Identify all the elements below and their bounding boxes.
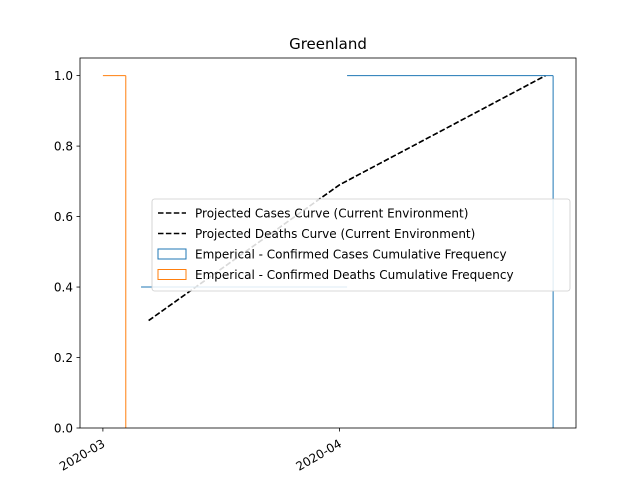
legend-frame [151, 198, 571, 292]
y-tick-label: 0.6 [54, 210, 73, 224]
y-axis: 0.0 0.2 0.4 0.6 0.8 1.0 [54, 69, 80, 435]
y-tick-label: 0.2 [54, 351, 73, 365]
legend-swatch [157, 269, 187, 280]
y-tick-label: 1.0 [54, 69, 73, 83]
legend-entry-label: Emperical - Confirmed Deaths Cumulative … [195, 268, 514, 282]
legend-entry-label: Projected Deaths Curve (Current Environm… [195, 227, 475, 241]
y-tick-label: 0.4 [54, 280, 73, 294]
plot-frame [79, 57, 577, 429]
chart-title: Greenland [289, 35, 367, 53]
line-series-1 [148, 74, 546, 322]
legend: Projected Cases Curve (Current Environme… [151, 198, 571, 292]
legend-swatch [157, 248, 187, 260]
histogram-series-3 [102, 75, 127, 428]
legend-entry-label: Projected Cases Curve (Current Environme… [195, 206, 468, 220]
y-tick-label: 0.8 [54, 139, 73, 153]
legend-entry-label: Emperical - Confirmed Cases Cumulative F… [195, 247, 507, 261]
y-tick-label: 0.0 [54, 421, 73, 435]
